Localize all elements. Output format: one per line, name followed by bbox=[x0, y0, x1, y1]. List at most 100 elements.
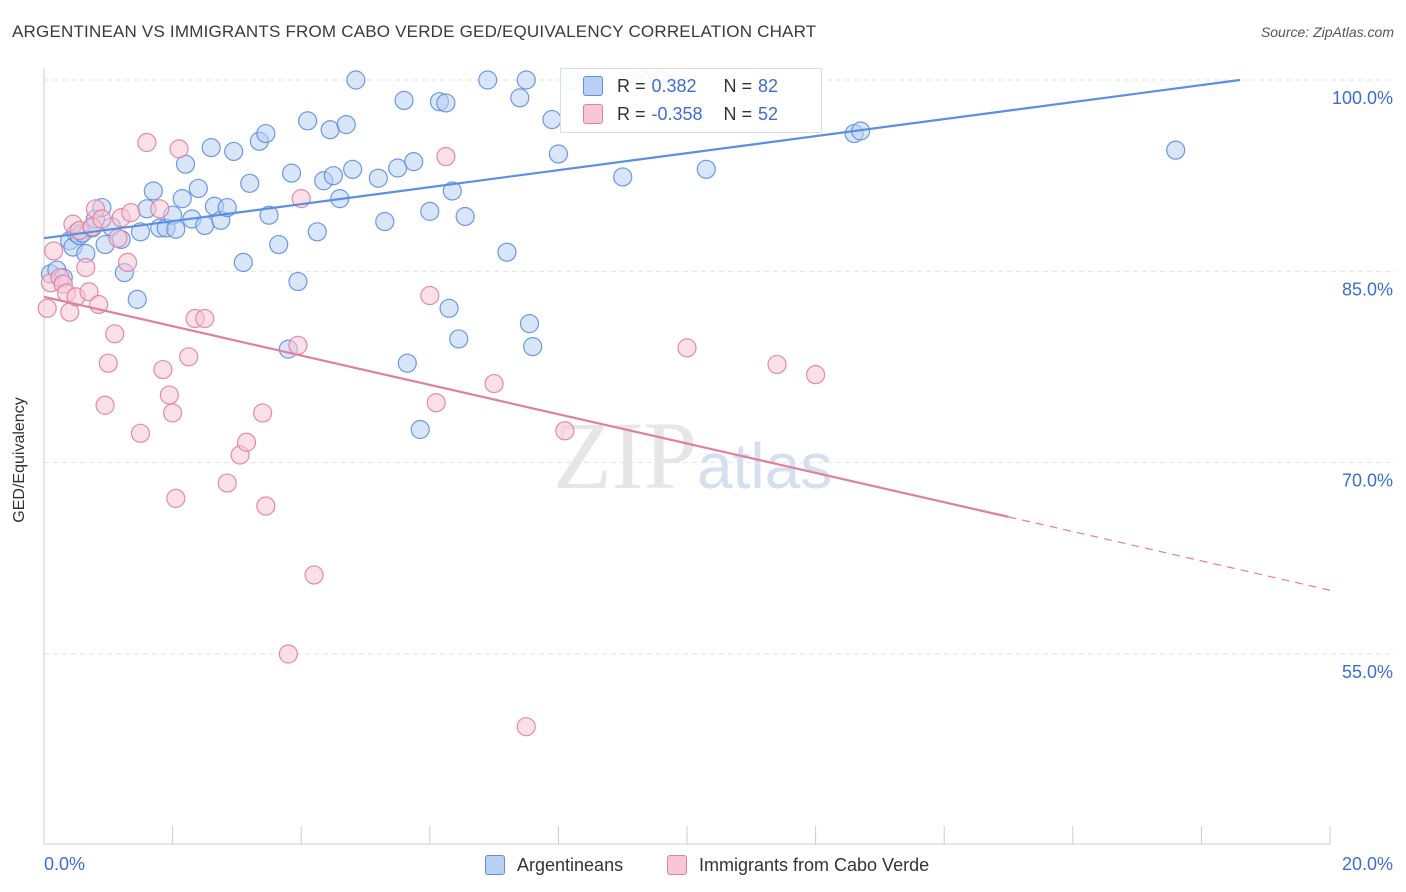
cabo-verde-point bbox=[420, 285, 440, 306]
argentinean-point bbox=[143, 181, 163, 201]
chart-title: ARGENTINEAN VS IMMIGRANTS FROM CABO VERD… bbox=[12, 22, 817, 41]
argentinean-point bbox=[455, 206, 475, 227]
legend-r-label: R = bbox=[617, 75, 646, 96]
argentinean-point bbox=[420, 201, 440, 221]
watermark-zip: ZIP bbox=[553, 402, 697, 509]
cabo-verde-point bbox=[767, 354, 787, 375]
argentinean-point bbox=[343, 159, 363, 179]
cabo-verde-point bbox=[288, 335, 308, 355]
watermark: ZIPatlas bbox=[553, 400, 832, 511]
argentinean-point bbox=[696, 159, 716, 179]
argentinean-point bbox=[172, 189, 192, 209]
x-tick-label: 20.0% bbox=[1342, 854, 1393, 874]
cabo-verde-point bbox=[44, 241, 64, 261]
bottom-legend-cabo-verde: Immigrants from Cabo Verde bbox=[667, 853, 929, 877]
bottom-legend-swatch-cabo-verde bbox=[667, 855, 687, 875]
legend-r-value: -0.358 bbox=[651, 103, 703, 124]
argentinean-point bbox=[127, 289, 147, 309]
argentinean-point bbox=[307, 222, 327, 242]
cabo-verde-point bbox=[130, 423, 151, 443]
cabo-verde-trend-line-extension bbox=[1008, 516, 1331, 591]
cabo-verde-point bbox=[304, 565, 324, 585]
cabo-verde-point bbox=[516, 717, 536, 737]
y-tick-label: 85.0% bbox=[1342, 279, 1393, 299]
stats-legend: R = 0.382 N = 82 R = -0.358 N = 52 bbox=[560, 68, 822, 133]
argentinean-point bbox=[166, 219, 186, 239]
argentinean-point bbox=[388, 158, 408, 178]
cabo-verde-point bbox=[117, 252, 138, 273]
legend-swatch-cabo-verde bbox=[583, 104, 603, 124]
cabo-verde-point bbox=[195, 308, 215, 329]
cabo-verde-point bbox=[76, 257, 96, 278]
cabo-verde-point bbox=[150, 199, 170, 219]
cabo-verde-point bbox=[137, 132, 157, 153]
argentinean-point bbox=[613, 167, 633, 187]
argentinean-point bbox=[217, 197, 237, 218]
argentinean-point bbox=[224, 141, 244, 162]
argentinean-point bbox=[548, 144, 569, 164]
cabo-verde-point bbox=[217, 473, 237, 493]
legend-row-argentineans: R = 0.382 N = 82 bbox=[583, 74, 778, 98]
cabo-verde-point bbox=[278, 644, 298, 664]
argentinean-point bbox=[256, 123, 276, 144]
argentinean-point bbox=[516, 70, 536, 90]
argentinean-point bbox=[195, 215, 215, 236]
argentinean-trend-line bbox=[43, 78, 1241, 240]
argentinean-point bbox=[336, 115, 356, 135]
cabo-verde-point bbox=[79, 282, 99, 302]
cabo-verde-point bbox=[121, 203, 141, 223]
cabo-verde-point bbox=[98, 353, 118, 373]
legend-n-value: 82 bbox=[758, 75, 779, 96]
cabo-verde-point bbox=[236, 432, 257, 452]
cabo-verde-point bbox=[805, 365, 826, 385]
bottom-legend-label: Immigrants from Cabo Verde bbox=[699, 854, 930, 875]
cabo-verde-point bbox=[436, 146, 456, 167]
argentinean-point bbox=[542, 109, 562, 130]
y-tick-label: 55.0% bbox=[1342, 662, 1393, 682]
argentinean-point bbox=[320, 120, 340, 140]
argentinean-point bbox=[442, 181, 462, 201]
argentinean-point bbox=[298, 111, 318, 131]
argentinean-point bbox=[375, 211, 395, 232]
cabo-verde-point bbox=[166, 488, 186, 508]
argentinean-point bbox=[269, 234, 289, 255]
cabo-verde-trend-line bbox=[43, 295, 1009, 518]
cabo-verde-point bbox=[108, 228, 128, 248]
cabo-verde-point bbox=[169, 139, 189, 159]
argentinean-point bbox=[1166, 140, 1186, 160]
cabo-verde-point bbox=[677, 338, 697, 358]
argentinean-point bbox=[436, 93, 456, 113]
cabo-verde-point bbox=[426, 393, 446, 413]
bottom-legend-label: Argentineans bbox=[517, 854, 624, 875]
y-tick-label: 100.0% bbox=[1332, 88, 1393, 108]
argentinean-point bbox=[478, 70, 498, 90]
cabo-verde-point bbox=[256, 496, 276, 516]
argentinean-point bbox=[281, 163, 302, 183]
argentinean-point bbox=[201, 138, 221, 158]
argentinean-point bbox=[439, 298, 459, 318]
argentinean-point bbox=[288, 271, 308, 292]
cabo-verde-point bbox=[153, 359, 173, 380]
cabo-verde-point bbox=[179, 347, 199, 367]
cabo-verde-point bbox=[163, 403, 183, 423]
x-tick-label: 0.0% bbox=[44, 854, 85, 874]
cabo-verde-point bbox=[555, 421, 575, 441]
cabo-verde-point bbox=[37, 298, 57, 318]
argentinean-point bbox=[368, 168, 388, 188]
legend-n-value: 52 bbox=[758, 103, 779, 124]
argentinean-point bbox=[410, 419, 430, 440]
legend-n-label: N = bbox=[723, 75, 753, 96]
legend-r-value: 0.382 bbox=[651, 75, 697, 96]
argentinean-point bbox=[323, 166, 343, 186]
argentinean-point bbox=[188, 178, 208, 199]
source-text: Source: ZipAtlas.com bbox=[1260, 24, 1394, 40]
bottom-legend-argentineans: Argentineans bbox=[485, 853, 623, 877]
cabo-verde-point bbox=[95, 395, 115, 415]
argentinean-point bbox=[519, 314, 540, 334]
cabo-verde-point bbox=[484, 373, 504, 394]
argentinean-point bbox=[346, 70, 366, 90]
argentinean-point bbox=[394, 90, 414, 111]
argentinean-point bbox=[510, 88, 530, 108]
cabo-verde-point bbox=[159, 385, 179, 405]
